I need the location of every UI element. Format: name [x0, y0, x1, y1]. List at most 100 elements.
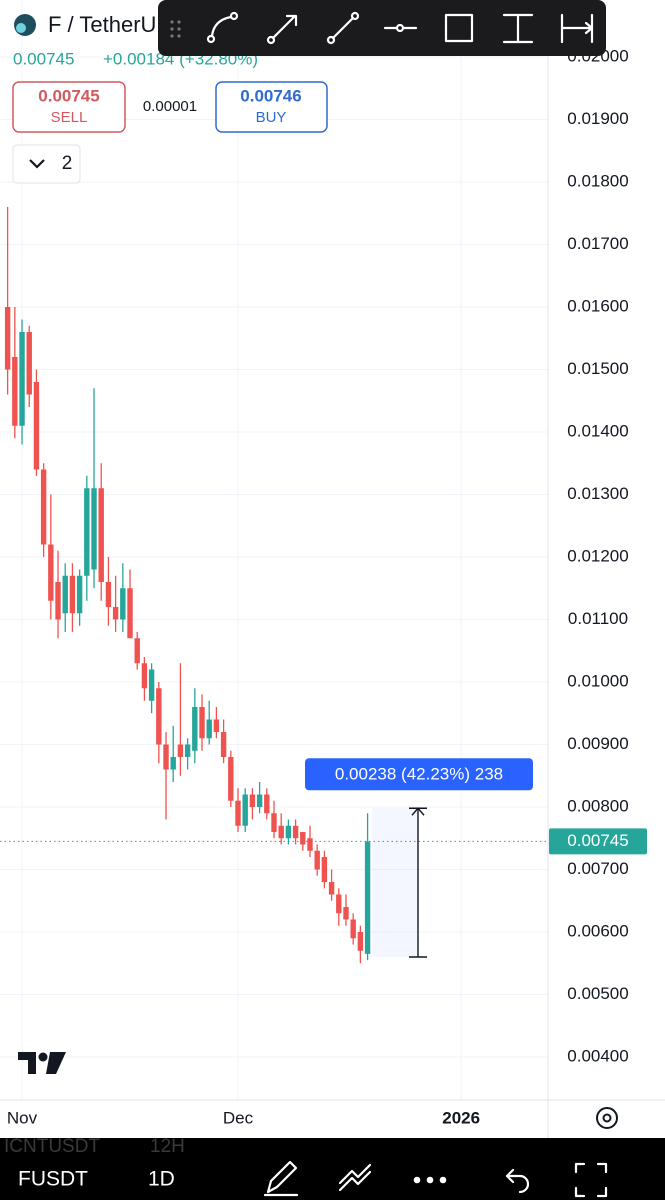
tool-path[interactable]	[206, 11, 239, 44]
tv-logo	[18, 1052, 66, 1074]
indicators-toggle[interactable]: 2	[12, 144, 81, 184]
header: F / TetherU 0.00745 +0.00184 (+32.80%) 0…	[12, 12, 328, 184]
candle-body	[127, 588, 133, 639]
y-tick-label: 0.01500	[567, 359, 628, 378]
tool-path-shape[interactable]	[210, 15, 233, 38]
indicators-toggle-shape[interactable]	[12, 144, 81, 184]
last-price-label: 0.00745	[567, 831, 628, 850]
sell-button-shape[interactable]	[12, 81, 126, 133]
layers-button-shape[interactable]	[338, 1163, 372, 1192]
symbol-button[interactable]: FUSDT	[18, 1168, 88, 1191]
toolbar-grip-shape[interactable]	[170, 34, 174, 38]
y-tick-label: 0.00900	[567, 734, 628, 753]
tool-rectangle[interactable]	[444, 13, 474, 43]
candle-body	[177, 744, 184, 757]
tool-date-range[interactable]	[560, 13, 594, 44]
more-button-shape[interactable]	[413, 1176, 421, 1184]
candle-body	[4, 307, 11, 370]
candle-body	[55, 582, 61, 620]
tv-logo-shape	[46, 1052, 66, 1074]
settings-icon-shape[interactable]	[596, 1107, 618, 1129]
settings-icon-shape[interactable]	[602, 1113, 612, 1123]
y-tick-label: 0.00800	[567, 796, 628, 815]
x-tick-label: Nov	[7, 1108, 38, 1127]
y-tick-label: 0.00400	[567, 1046, 628, 1065]
toolbar-grip[interactable]	[170, 20, 181, 38]
candle-body	[62, 575, 68, 614]
tool-trend-line-shape[interactable]	[331, 16, 355, 40]
tool-trend-line-shape[interactable]	[350, 11, 360, 21]
toolbar-grip-shape[interactable]	[177, 34, 181, 38]
layers-button[interactable]	[338, 1163, 372, 1192]
candle-body	[69, 575, 76, 614]
undo-button-shape[interactable]	[505, 1168, 530, 1194]
interval-button[interactable]: 1D	[148, 1168, 175, 1191]
more-button-shape[interactable]	[426, 1176, 434, 1184]
candles	[4, 207, 371, 964]
draw-button[interactable]	[263, 1160, 299, 1197]
candle-body	[278, 825, 284, 839]
candle-body	[364, 841, 371, 954]
candle-body	[120, 588, 126, 620]
fullscreen-button-shape[interactable]	[574, 1162, 608, 1198]
toolbar-grip-shape[interactable]	[170, 20, 174, 24]
y-tick-label: 0.01200	[567, 546, 628, 565]
draw-button-shape[interactable]	[263, 1160, 299, 1197]
candle-body	[271, 813, 277, 832]
candle-body	[91, 488, 97, 570]
candle-body	[84, 488, 90, 576]
more-button[interactable]	[413, 1176, 447, 1184]
buy-price: 0.00746	[240, 86, 301, 105]
fullscreen-button[interactable]	[574, 1162, 608, 1198]
candle-body	[343, 907, 349, 920]
toolbar-grip-shape[interactable]	[170, 27, 174, 31]
grid	[0, 0, 548, 1100]
x-tick-label: Dec	[223, 1108, 254, 1127]
tool-arrow-shape[interactable]	[266, 35, 276, 45]
candle-body	[40, 469, 47, 545]
bottom-bar: ICNTUSDT 12H FUSDT 1D	[0, 1136, 665, 1200]
toolbar-grip-shape[interactable]	[177, 27, 181, 31]
candle-body	[163, 744, 169, 770]
tv-logo-shape	[38, 1052, 48, 1062]
plot-area	[0, 0, 548, 1100]
sell-button[interactable]: 0.00745 SELL	[12, 81, 126, 133]
candle-body	[19, 332, 25, 426]
y-tick-label: 0.00600	[567, 921, 628, 940]
more-button-shape[interactable]	[439, 1176, 447, 1184]
candle-body	[300, 832, 306, 845]
tool-trend-line[interactable]	[326, 11, 360, 45]
y-tick-label: 0.01800	[567, 171, 628, 190]
candle-body	[98, 488, 104, 582]
candle-body	[285, 825, 292, 839]
tool-arrow[interactable]	[266, 14, 298, 45]
candle-body	[213, 719, 220, 732]
toolbar-grip-shape[interactable]	[177, 20, 181, 24]
y-tick-label: 0.01000	[567, 671, 628, 690]
tool-rectangle-shape[interactable]	[444, 13, 474, 43]
buy-button-shape[interactable]	[215, 81, 328, 133]
buy-label: BUY	[256, 109, 287, 126]
candle-body	[76, 575, 83, 614]
undo-button[interactable]	[505, 1168, 530, 1194]
indicators-toggle-shape[interactable]	[29, 159, 45, 169]
candle-body	[112, 607, 119, 620]
y-tick-label: 0.01600	[567, 296, 628, 315]
measure-label-box	[305, 758, 533, 791]
tool-price-range[interactable]	[502, 13, 534, 44]
tool-arrow-shape[interactable]	[271, 14, 298, 40]
last-price-badge	[549, 828, 647, 855]
tool-horizontal-line[interactable]	[383, 23, 418, 33]
candle-body	[328, 882, 335, 895]
tool-date-range-shape[interactable]	[560, 13, 594, 44]
y-tick-label: 0.00700	[567, 859, 628, 878]
candle-body	[220, 732, 227, 757]
tool-price-range-shape[interactable]	[502, 13, 534, 44]
tool-horizontal-line-shape[interactable]	[395, 23, 405, 33]
settings-icon[interactable]	[596, 1107, 618, 1129]
measure-label: 0.00238 (42.23%) 238	[335, 765, 503, 784]
tool-trend-line-shape[interactable]	[326, 35, 336, 45]
buy-button[interactable]: 0.00746 BUY	[215, 81, 328, 133]
